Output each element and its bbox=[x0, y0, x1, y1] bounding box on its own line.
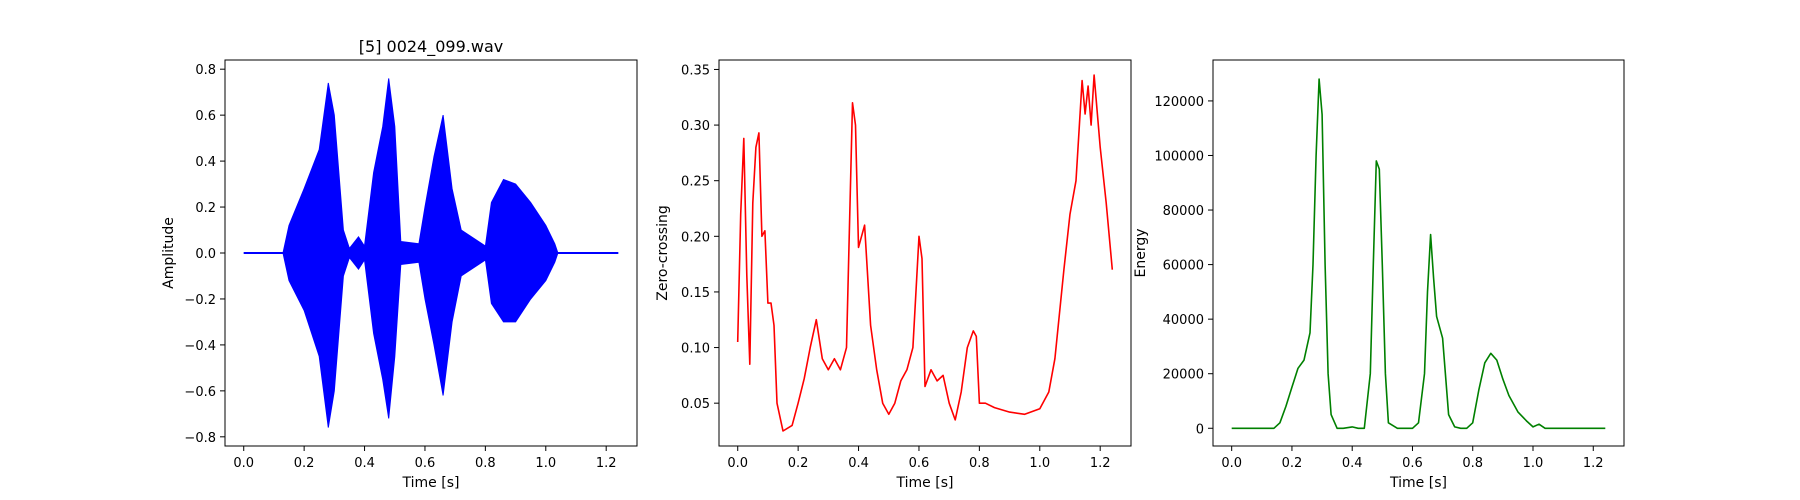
x-axis-label: Time [s] bbox=[1389, 475, 1447, 491]
series-line-1 bbox=[1231, 78, 1606, 430]
x-tick-label: 0.4 bbox=[848, 456, 869, 471]
y-tick-label: 0.4 bbox=[195, 155, 216, 170]
chart-title: [5] 0024_099.wav bbox=[359, 37, 503, 57]
x-tick-label: 1.2 bbox=[1090, 456, 1111, 471]
x-tick-label: 0.2 bbox=[1282, 456, 1303, 471]
y-axis-label: Energy bbox=[1133, 228, 1149, 277]
y-tick-label: 0.05 bbox=[681, 397, 710, 412]
y-axis-label: Amplitude bbox=[161, 217, 177, 289]
y-tick-label: 20000 bbox=[1163, 368, 1204, 383]
x-tick-label: 1.0 bbox=[535, 456, 556, 471]
y-tick-label: 0.15 bbox=[681, 286, 710, 301]
chart-panel-2: 0.0 0.2 0.4 0.6 0.8 1.0 1.2 0.05 0.10 0.15 0.20 0.2… bbox=[655, 59, 1132, 491]
x-tick-label: 0.0 bbox=[233, 456, 254, 471]
x-tick-label: 0.0 bbox=[727, 456, 748, 471]
y-tick-label: 0.30 bbox=[681, 119, 710, 134]
x-tick-label: 0.8 bbox=[475, 456, 496, 471]
x-tick-label: 0.4 bbox=[354, 456, 375, 471]
x-tick-label: 1.0 bbox=[1029, 456, 1050, 471]
y-tick-label: 40000 bbox=[1163, 313, 1204, 328]
x-tick-label: 0.6 bbox=[415, 456, 436, 471]
axes-frame bbox=[718, 59, 1132, 447]
chart-panel-3: 0.0 0.2 0.4 0.6 0.8 1.0 1.2 0 20000 40000 60000 800… bbox=[1133, 59, 1625, 491]
x-tick-label: 0.0 bbox=[1221, 456, 1242, 471]
y-tick-label: 0.20 bbox=[681, 230, 710, 245]
x-tick-label: 0.6 bbox=[909, 456, 930, 471]
y-tick-label: 0.10 bbox=[681, 342, 710, 357]
series-line-1 bbox=[736, 74, 1114, 432]
y-tick-label: −0.6 bbox=[184, 385, 216, 400]
y-tick-label: 60000 bbox=[1163, 259, 1204, 274]
x-tick-label: 0.2 bbox=[788, 456, 809, 471]
y-tick-label: 0.0 bbox=[195, 247, 216, 262]
x-axis-label: Time [s] bbox=[896, 475, 954, 491]
y-tick-label: 80000 bbox=[1163, 204, 1204, 219]
y-tick-label: 0.8 bbox=[195, 63, 216, 78]
y-tick-label: 100000 bbox=[1154, 149, 1204, 164]
y-tick-label: 0.35 bbox=[681, 63, 710, 78]
y-tick-label: 0.2 bbox=[195, 201, 216, 216]
x-tick-label: 1.0 bbox=[1523, 456, 1544, 471]
x-axis-label: Time [s] bbox=[402, 475, 460, 491]
y-tick-label: 0.6 bbox=[195, 109, 216, 124]
y-tick-label: 120000 bbox=[1154, 95, 1204, 110]
x-tick-label: 0.2 bbox=[294, 456, 315, 471]
y-tick-label: −0.2 bbox=[184, 293, 216, 308]
axes-frame bbox=[1212, 59, 1625, 447]
x-tick-label: 0.8 bbox=[1462, 456, 1483, 471]
x-tick-label: 0.8 bbox=[969, 456, 990, 471]
chart-panel-1: 0.0 0.2 0.4 0.6 0.8 1.0 1.2 −0.8 −0.6 −0.4 −0.2 0.0… bbox=[161, 37, 638, 491]
x-tick-label: 1.2 bbox=[596, 456, 617, 471]
y-tick-label: −0.8 bbox=[184, 431, 216, 446]
x-tick-label: 1.2 bbox=[1583, 456, 1604, 471]
y-axis-label: Zero-crossing bbox=[655, 205, 671, 300]
y-tick-label: −0.4 bbox=[184, 339, 216, 354]
x-tick-label: 0.4 bbox=[1342, 456, 1363, 471]
y-tick-label: 0 bbox=[1196, 422, 1204, 437]
x-tick-label: 0.6 bbox=[1402, 456, 1423, 471]
y-tick-label: 0.25 bbox=[681, 175, 710, 190]
